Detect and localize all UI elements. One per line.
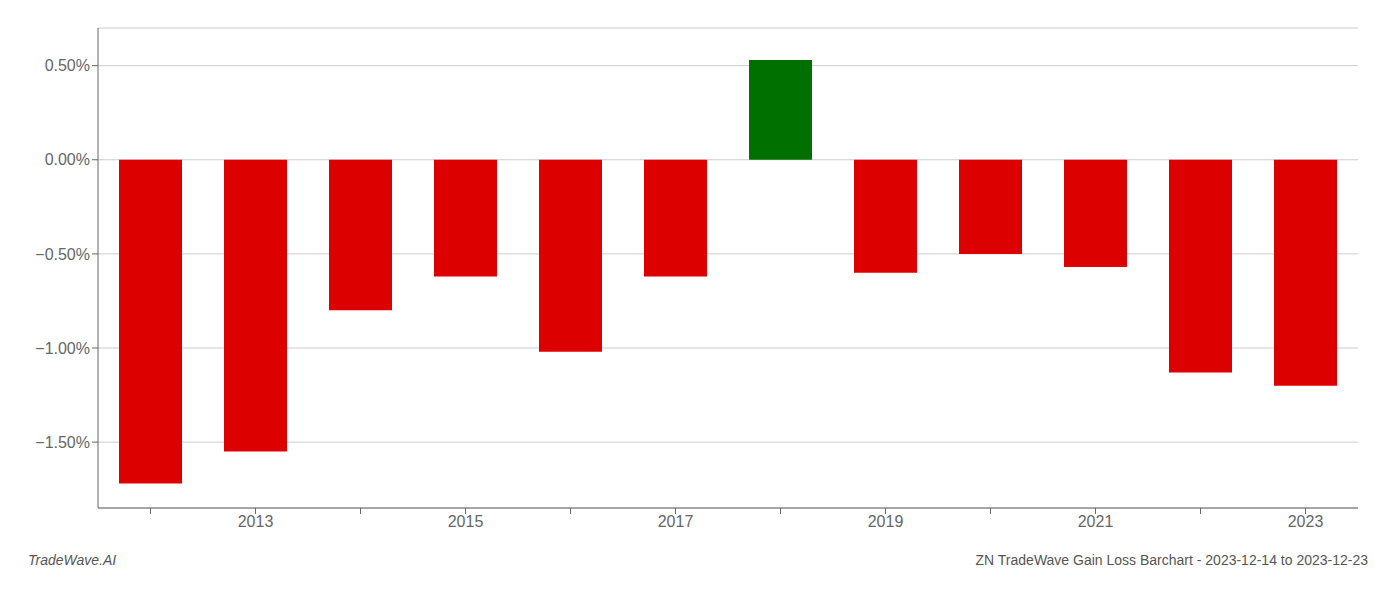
svg-text:−1.00%: −1.00% — [35, 340, 90, 357]
html-text:TradeWave.AI: TradeWave.AI — [28, 552, 117, 568]
svg-text:2021: 2021 — [1078, 513, 1114, 530]
svg-text:2017: 2017 — [658, 513, 694, 530]
svg-text:2015: 2015 — [448, 513, 484, 530]
svg-text:0.50%: 0.50% — [45, 57, 90, 74]
svg-text:2013: 2013 — [238, 513, 274, 530]
svg-text:0.00%: 0.00% — [45, 151, 90, 168]
svg-text:−1.50%: −1.50% — [35, 434, 90, 451]
html-text:ZN TradeWave Gain Loss Barchar: ZN TradeWave Gain Loss Barchart - 2023-1… — [975, 552, 1368, 568]
svg-text:−0.50%: −0.50% — [35, 246, 90, 263]
svg-text:2019: 2019 — [868, 513, 904, 530]
svg-text:2023: 2023 — [1288, 513, 1324, 530]
